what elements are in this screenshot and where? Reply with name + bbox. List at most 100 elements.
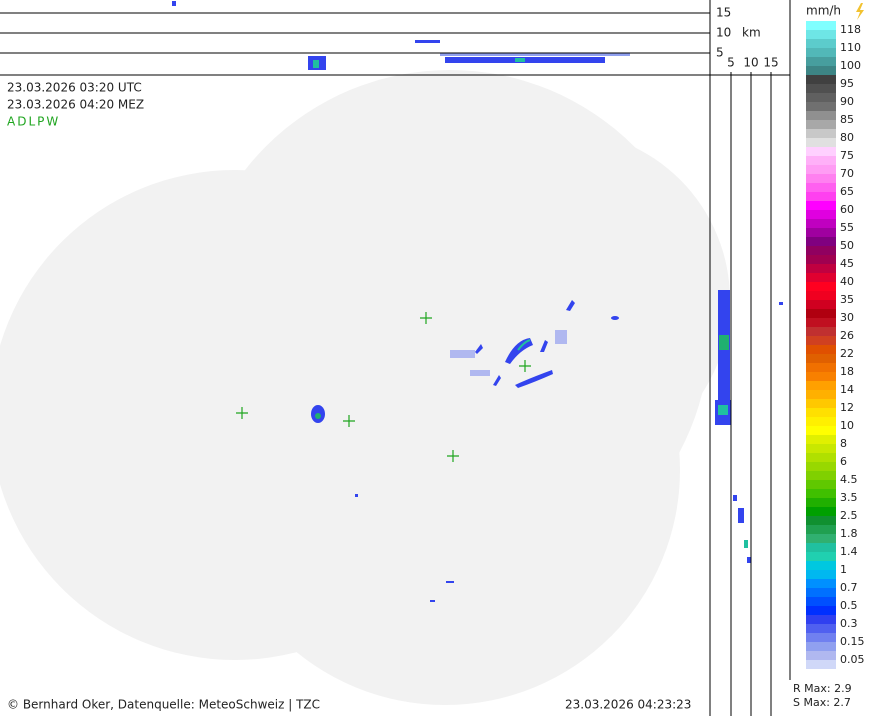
- legend-swatch: [806, 408, 836, 417]
- legend-label: 8: [840, 437, 847, 450]
- legend-swatch: [806, 480, 836, 489]
- legend-swatch: [806, 282, 836, 291]
- legend-swatch: [806, 291, 836, 300]
- legend-label: 1: [840, 563, 847, 576]
- legend-swatch: [806, 309, 836, 318]
- legend-swatch: [806, 399, 836, 408]
- legend-label: 0.3: [840, 617, 858, 630]
- legend-label: 26: [840, 329, 854, 342]
- distance-label: 10: [743, 56, 758, 70]
- profile-axes: [0, 0, 791, 716]
- legend-swatch: [806, 525, 836, 534]
- legend-label: 0.15: [840, 635, 865, 648]
- station-codes: ADLPW: [7, 115, 60, 129]
- legend-swatch: [806, 543, 836, 552]
- legend-label: 0.5: [840, 599, 858, 612]
- legend-swatch: [806, 588, 836, 597]
- legend-label: 110: [840, 41, 861, 54]
- r-max: R Max: 2.9: [793, 682, 852, 695]
- height-label: 5: [716, 46, 724, 60]
- legend-swatch: [806, 552, 836, 561]
- legend-swatch: [806, 120, 836, 129]
- legend-label: 45: [840, 257, 854, 270]
- legend-swatch: [806, 489, 836, 498]
- legend-swatch: [806, 21, 836, 30]
- coverage-area: [0, 70, 730, 705]
- legend-swatch: [806, 57, 836, 66]
- legend-label: 35: [840, 293, 854, 306]
- legend-label: 95: [840, 77, 854, 90]
- legend-swatch: [806, 579, 836, 588]
- legend-swatch: [806, 30, 836, 39]
- legend-swatch: [806, 237, 836, 246]
- site-markers: [236, 312, 531, 462]
- legend-swatch: [806, 39, 836, 48]
- legend-swatch: [806, 210, 836, 219]
- legend-swatch: [806, 66, 836, 75]
- legend-swatch: [806, 246, 836, 255]
- legend-swatch: [806, 84, 836, 93]
- credit: © Bernhard Oker, Datenquelle: MeteoSchwe…: [7, 698, 320, 712]
- legend-label: 40: [840, 275, 854, 288]
- legend-swatch: [806, 660, 836, 669]
- legend-swatch: [806, 156, 836, 165]
- legend-swatch: [806, 327, 836, 336]
- legend-label: 118: [840, 23, 861, 36]
- legend-label: 65: [840, 185, 854, 198]
- legend-swatch: [806, 471, 836, 480]
- legend-swatch: [806, 597, 836, 606]
- legend-swatch: [806, 390, 836, 399]
- legend-swatch: [806, 264, 836, 273]
- legend-swatch: [806, 462, 836, 471]
- legend-label: 18: [840, 365, 854, 378]
- s-max: S Max: 2.7: [793, 696, 851, 709]
- legend-swatch: [806, 255, 836, 264]
- legend-swatch: [806, 570, 836, 579]
- legend-swatch: [806, 219, 836, 228]
- legend-label: 50: [840, 239, 854, 252]
- legend-swatch: [806, 75, 836, 84]
- legend-label: 100: [840, 59, 861, 72]
- legend-swatch: [806, 102, 836, 111]
- legend-label: 0.7: [840, 581, 858, 594]
- legend-swatch: [806, 561, 836, 570]
- legend-label: 6: [840, 455, 847, 468]
- legend-label: 90: [840, 95, 854, 108]
- legend-label: 30: [840, 311, 854, 324]
- legend-label: 22: [840, 347, 854, 360]
- legend-label: 12: [840, 401, 854, 414]
- legend-swatch: [806, 417, 836, 426]
- legend-swatch: [806, 192, 836, 201]
- legend-swatch: [806, 318, 836, 327]
- height-label: 10: [716, 26, 731, 40]
- legend-swatch: [806, 48, 836, 57]
- distance-label: 15: [763, 56, 778, 70]
- legend-swatch: [806, 336, 836, 345]
- distance-label: 5: [727, 56, 735, 70]
- legend-unit: mm/h: [806, 4, 841, 18]
- legend-swatch: [806, 228, 836, 237]
- legend-label: 85: [840, 113, 854, 126]
- legend-label: 4.5: [840, 473, 858, 486]
- legend-label: 0.05: [840, 653, 865, 666]
- legend-swatch: [806, 174, 836, 183]
- utc-time: 23.03.2026 03:20 UTC: [7, 81, 142, 95]
- legend-swatch: [806, 165, 836, 174]
- legend-swatch: [806, 453, 836, 462]
- legend-swatch: [806, 633, 836, 642]
- legend-swatch: [806, 201, 836, 210]
- legend-swatch: [806, 534, 836, 543]
- legend-label: 1.4: [840, 545, 858, 558]
- legend-swatch: [806, 498, 836, 507]
- legend-swatch: [806, 129, 836, 138]
- legend-label: 55: [840, 221, 854, 234]
- legend-swatch: [806, 444, 836, 453]
- radar-echoes: [172, 1, 783, 602]
- legend-swatch: [806, 624, 836, 633]
- legend-label: 2.5: [840, 509, 858, 522]
- legend-swatch: [806, 516, 836, 525]
- legend-label: 14: [840, 383, 854, 396]
- legend-label: 60: [840, 203, 854, 216]
